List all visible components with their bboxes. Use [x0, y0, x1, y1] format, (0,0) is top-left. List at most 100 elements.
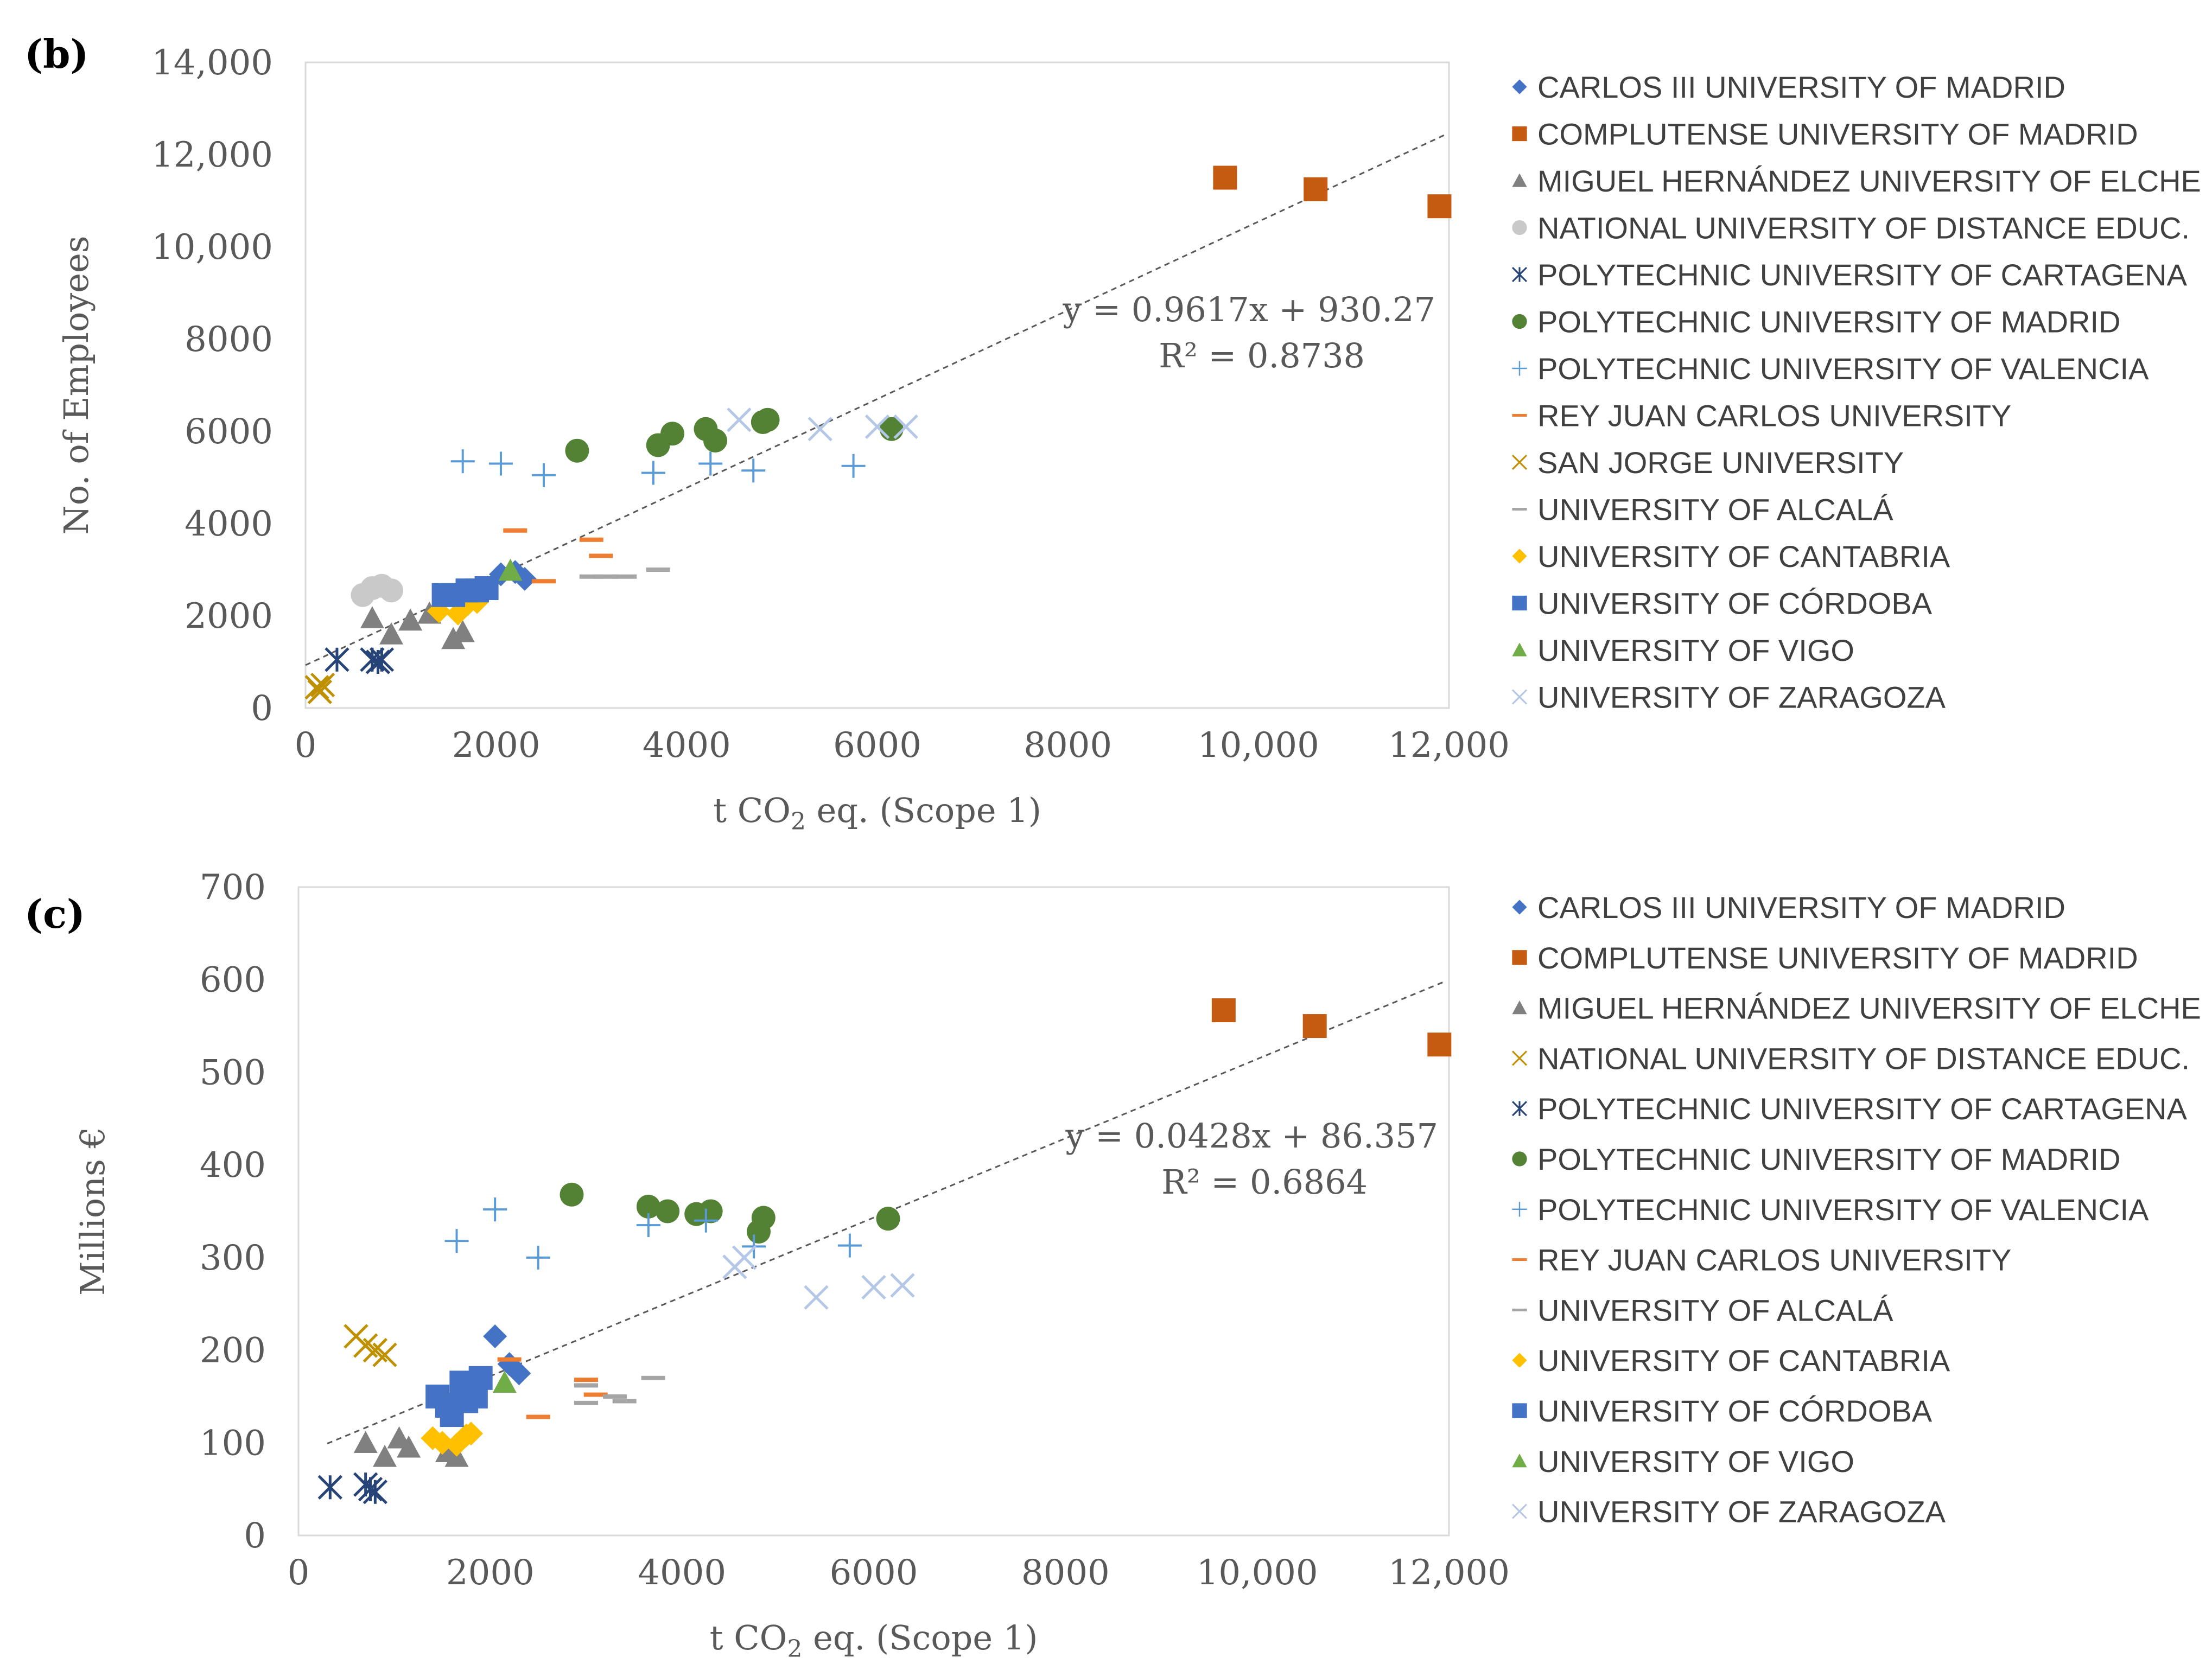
legend-marker-shape: [1511, 1050, 1528, 1066]
data-point: [369, 647, 395, 672]
legend-marker-shape: [1511, 454, 1528, 470]
legend-label: POLYTECHNIC UNIVERSITY OF MADRID: [1537, 1142, 2121, 1176]
legend-marker-shape: [1512, 1202, 1527, 1217]
data-point: [398, 608, 423, 631]
data-point: [379, 578, 404, 603]
legend-marker: [1512, 900, 1527, 915]
data-point: [656, 1199, 680, 1223]
x-tick-label: 6000: [833, 725, 921, 766]
x-tick-label: 12,000: [1388, 1553, 1510, 1593]
series-complutense-university-of-madrid: [1213, 165, 1452, 219]
data-point: [636, 1194, 660, 1219]
legend-marker-shape: [1511, 1503, 1528, 1519]
y-tick-label: 700: [200, 868, 266, 908]
data-point: [861, 1274, 886, 1300]
legend-label: UNIVERSITY OF ZARAGOZA: [1537, 680, 1946, 715]
data-point: [574, 1378, 598, 1382]
series-national-university-of-distance-educ-: [344, 1324, 397, 1367]
data-point: [560, 1182, 584, 1207]
y-tick-label: 300: [200, 1238, 266, 1278]
legend-item: POLYTECHNIC UNIVERSITY OF MADRID: [1512, 305, 2121, 339]
data-point: [373, 1444, 397, 1467]
data-point: [450, 620, 475, 642]
data-point: [727, 407, 752, 432]
x-axis-title: t CO2 eq. (Scope 1): [710, 1618, 1038, 1663]
series-national-university-of-distance-educ-: [351, 573, 404, 607]
series-polytechnic-university-of-valencia: [450, 449, 866, 487]
data-point: [893, 414, 918, 439]
y-tick-label: 0: [244, 1516, 266, 1556]
legend-item: UNIVERSITY OF ALCALÁ: [1512, 1293, 1893, 1327]
data-point: [474, 576, 499, 600]
legend-marker: [1512, 595, 1527, 611]
legend-label: UNIVERSITY OF CÓRDOBA: [1537, 1394, 1933, 1428]
legend-label: UNIVERSITY OF CANTABRIA: [1537, 1343, 1950, 1378]
legend-marker-shape: [1512, 173, 1527, 187]
series-university-of-vigo: [498, 558, 523, 581]
data-point: [703, 429, 728, 452]
legend-label: NATIONAL UNIVERSITY OF DISTANCE EDUC.: [1537, 1041, 2190, 1075]
legend-label: COMPLUTENSE UNIVERSITY OF MADRID: [1537, 117, 2138, 151]
data-point: [397, 1435, 421, 1458]
legend-label: POLYTECHNIC UNIVERSITY OF CARTAGENA: [1537, 1092, 2188, 1126]
legend-item: COMPLUTENSE UNIVERSITY OF MADRID: [1512, 117, 2138, 151]
data-point: [574, 1383, 598, 1388]
data-point: [876, 1207, 900, 1231]
y-tick-label: 14,000: [151, 43, 273, 83]
trendline-r2: R² = 0.6864: [1161, 1162, 1368, 1202]
series-university-of-zaragoza: [722, 1245, 915, 1310]
series-rey-juan-carlos-university: [503, 528, 613, 584]
chart-panel-c: (c) 0 100 200 300 400 500 600 700 0 2000 4000 6000 80…: [24, 868, 2201, 1663]
data-point: [698, 451, 723, 476]
legend-label: NATIONAL UNIVERSITY OF DISTANCE EDUC.: [1537, 211, 2190, 245]
legend-marker: [1511, 266, 1528, 283]
panel-label: (b): [24, 31, 88, 77]
data-point: [641, 461, 665, 485]
trendline-equation: y = 0.0428x + 86.357: [1065, 1116, 1438, 1156]
data-point: [741, 458, 766, 483]
legend-label: MIGUEL HERNÁNDEZ UNIVERSITY OF ELCHE: [1537, 164, 2201, 198]
legend-item: POLYTECHNIC UNIVERSITY OF CARTAGENA: [1511, 258, 2188, 292]
y-tick-label: 12,000: [151, 135, 273, 175]
data-point: [492, 1371, 517, 1393]
data-point: [603, 1394, 627, 1399]
legend-item: UNIVERSITY OF CÓRDOBA: [1512, 1394, 1933, 1428]
legend-marker-shape: [1512, 1353, 1527, 1368]
legend-marker: [1512, 173, 1527, 187]
data-point: [450, 449, 475, 474]
legend-marker-shape: [1512, 79, 1527, 94]
y-axis-title: No. of Employees: [56, 235, 96, 534]
data-point: [1213, 165, 1237, 190]
legend-marker: [1512, 1353, 1527, 1368]
y-tick-label: 100: [200, 1423, 266, 1463]
data-point: [512, 567, 537, 591]
series-complutense-university-of-madrid: [1211, 998, 1452, 1057]
data-point: [694, 1208, 718, 1233]
legend-marker: [1512, 549, 1527, 564]
legend-marker: [1512, 126, 1527, 142]
x-axis-title: t CO2 eq. (Scope 1): [713, 791, 1041, 836]
data-point: [317, 1475, 342, 1500]
y-tick-label: 600: [200, 960, 266, 1000]
legend-marker-shape: [1512, 1403, 1527, 1418]
legend-item: UNIVERSITY OF VIGO: [1512, 1444, 1854, 1478]
legend-item: POLYTECHNIC UNIVERSITY OF VALENCIA: [1512, 352, 2149, 386]
x-tick-label: 4000: [643, 725, 731, 766]
data-point: [459, 1422, 483, 1446]
legend-marker: [1511, 1050, 1528, 1066]
legend-marker: [1512, 1308, 1527, 1311]
x-tick-label: 0: [288, 1553, 310, 1593]
legend-marker: [1512, 950, 1527, 965]
x-tick-label: 8000: [1021, 1553, 1110, 1593]
legend-label: UNIVERSITY OF VIGO: [1537, 633, 1854, 667]
data-point: [594, 574, 618, 579]
legend-label: UNIVERSITY OF ALCALÁ: [1537, 493, 1893, 527]
series-university-of-alcal-: [574, 1375, 665, 1405]
legend-item: REY JUAN CARLOS UNIVERSITY: [1512, 399, 2011, 433]
data-point: [430, 1431, 454, 1455]
x-tick-label: 2000: [452, 725, 541, 766]
legend-label: COMPLUTENSE UNIVERSITY OF MADRID: [1537, 941, 2138, 975]
data-point: [804, 1285, 829, 1310]
chart-panel-b: (b) 0 2000 4000 6000 8000 10,000 12,000 14,000 0 2…: [24, 31, 2201, 836]
legend-marker: [1511, 1101, 1528, 1117]
